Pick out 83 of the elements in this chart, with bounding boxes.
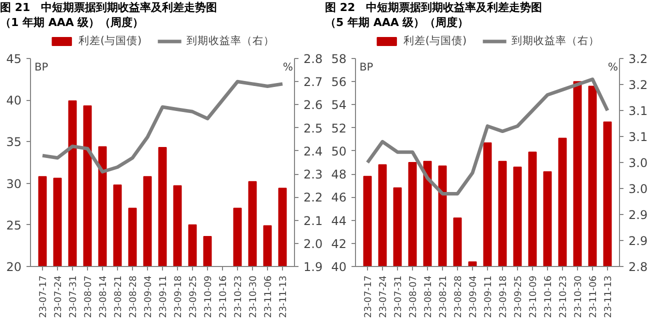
line-series bbox=[366, 78, 610, 196]
line-series bbox=[40, 80, 284, 174]
x-tick-label: 23-08-14 bbox=[98, 275, 109, 318]
x-tick-label: 23-07-24 bbox=[378, 275, 389, 318]
legend-label: 利差(与国债) bbox=[403, 34, 467, 48]
x-tick-label: 23-09-04 bbox=[468, 275, 479, 318]
x-tick-label: 23-07-31 bbox=[68, 275, 79, 318]
y-tick-label: 52 bbox=[331, 121, 347, 136]
x-tick-label: 23-10-30 bbox=[573, 275, 584, 318]
y2-tick-label: 2.9 bbox=[628, 234, 648, 248]
y2-tick-label: 3.0 bbox=[628, 182, 648, 196]
y-tick-label: 30 bbox=[6, 176, 22, 191]
chart-title: 图 21 中短期票据到期收益率及利差走势图 bbox=[0, 0, 218, 15]
x-tick-label: 23-10-23 bbox=[558, 275, 569, 318]
x-tick-label: 23-08-28 bbox=[128, 275, 139, 318]
y-tick-label: 40 bbox=[6, 94, 22, 108]
x-tick-label: 23-10-30 bbox=[248, 275, 259, 318]
x-tick-label: 23-09-25 bbox=[513, 275, 524, 318]
y2-tick-label: 3.1 bbox=[628, 104, 648, 118]
y-tick-label: 40 bbox=[331, 260, 347, 274]
y2-tick-label: 2.9 bbox=[628, 208, 648, 222]
y-axis-title: BP bbox=[360, 60, 374, 74]
legend-label: 利差(与国债) bbox=[78, 34, 142, 48]
y2-tick-label: 3.1 bbox=[628, 130, 648, 144]
y2-tick-label: 1.9 bbox=[304, 260, 323, 274]
y-tick-label: 35 bbox=[6, 135, 22, 150]
x-tick-label: 23-10-16 bbox=[543, 275, 554, 318]
x-tick-label: 23-08-21 bbox=[113, 275, 124, 318]
y2-tick-label: 2.7 bbox=[304, 75, 323, 90]
x-tick-label: 23-11-13 bbox=[278, 275, 289, 318]
y2-tick-label: 2.5 bbox=[304, 121, 323, 136]
legend-label: 到期收益率（右） bbox=[512, 34, 600, 48]
x-tick-label: 23-07-31 bbox=[393, 275, 404, 318]
y2-tick-label: 3.2 bbox=[628, 78, 648, 92]
x-tick-label: 23-11-06 bbox=[263, 275, 274, 318]
y-tick-label: 20 bbox=[6, 260, 22, 274]
x-tick-label: 23-10-09 bbox=[203, 275, 214, 318]
x-tick-label: 23-10-23 bbox=[233, 275, 244, 318]
y-tick-label: 56 bbox=[331, 75, 347, 90]
y-tick-label: 58 bbox=[331, 52, 347, 66]
x-tick-label: 23-09-18 bbox=[498, 275, 509, 318]
x-tick-label: 23-09-11 bbox=[483, 275, 494, 318]
y2-tick-label: 3.2 bbox=[628, 52, 648, 66]
y2-tick-label: 2.1 bbox=[304, 214, 323, 228]
y2-tick-label: 3.0 bbox=[628, 156, 648, 170]
x-tick-label: 23-11-13 bbox=[603, 275, 614, 318]
x-tick-label: 23-09-18 bbox=[173, 275, 184, 318]
y2-tick-label: 2.4 bbox=[304, 144, 323, 158]
x-tick-label: 23-09-04 bbox=[143, 275, 154, 318]
y2-tick-label: 2.2 bbox=[304, 190, 323, 205]
y-tick-label: 48 bbox=[331, 168, 347, 182]
y-tick-label: 42 bbox=[331, 236, 347, 251]
x-tick-label: 23-08-07 bbox=[83, 275, 94, 318]
y-tick-label: 50 bbox=[331, 144, 347, 158]
chart-subtitle: （5 年期 AAA 级）（周度） bbox=[325, 15, 469, 30]
x-tick-label: 23-11-06 bbox=[588, 275, 599, 318]
chart-title: 图 22 中短期票据到期收益率及利差走势图 bbox=[325, 0, 542, 15]
y-tick-label: 44 bbox=[331, 214, 347, 228]
y2-tick-label: 2.8 bbox=[628, 260, 648, 274]
y2-axis-title: % bbox=[282, 60, 294, 74]
x-tick-label: 23-08-07 bbox=[408, 275, 419, 318]
x-tick-label: 23-08-21 bbox=[438, 275, 449, 318]
x-tick-label: 23-08-28 bbox=[453, 275, 464, 318]
y2-tick-label: 2.8 bbox=[304, 52, 323, 66]
y-tick-label: 54 bbox=[331, 98, 347, 112]
x-tick-label: 23-08-14 bbox=[423, 275, 434, 318]
y-tick-label: 46 bbox=[331, 190, 347, 205]
x-tick-label: 23-07-17 bbox=[38, 275, 49, 318]
legend-label: 到期收益率（右） bbox=[186, 34, 275, 48]
y2-axis-title: % bbox=[608, 60, 618, 74]
y-tick-label: 25 bbox=[6, 218, 22, 232]
x-tick-label: 23-07-17 bbox=[363, 275, 374, 318]
x-tick-label: 23-07-24 bbox=[53, 275, 64, 318]
y2-tick-label: 2.3 bbox=[304, 168, 323, 182]
x-tick-label: 23-09-25 bbox=[188, 275, 199, 318]
y2-tick-label: 2.6 bbox=[304, 98, 323, 112]
x-tick-label: 23-10-16 bbox=[218, 275, 229, 318]
chart-subtitle: （1 年期 AAA 级）（周度） bbox=[0, 15, 144, 30]
x-tick-label: 23-10-09 bbox=[528, 275, 539, 318]
x-tick-label: 23-09-11 bbox=[158, 275, 169, 318]
y-tick-label: 45 bbox=[6, 52, 22, 66]
y-axis-title: BP bbox=[34, 60, 49, 74]
y2-tick-label: 2.0 bbox=[304, 236, 323, 251]
